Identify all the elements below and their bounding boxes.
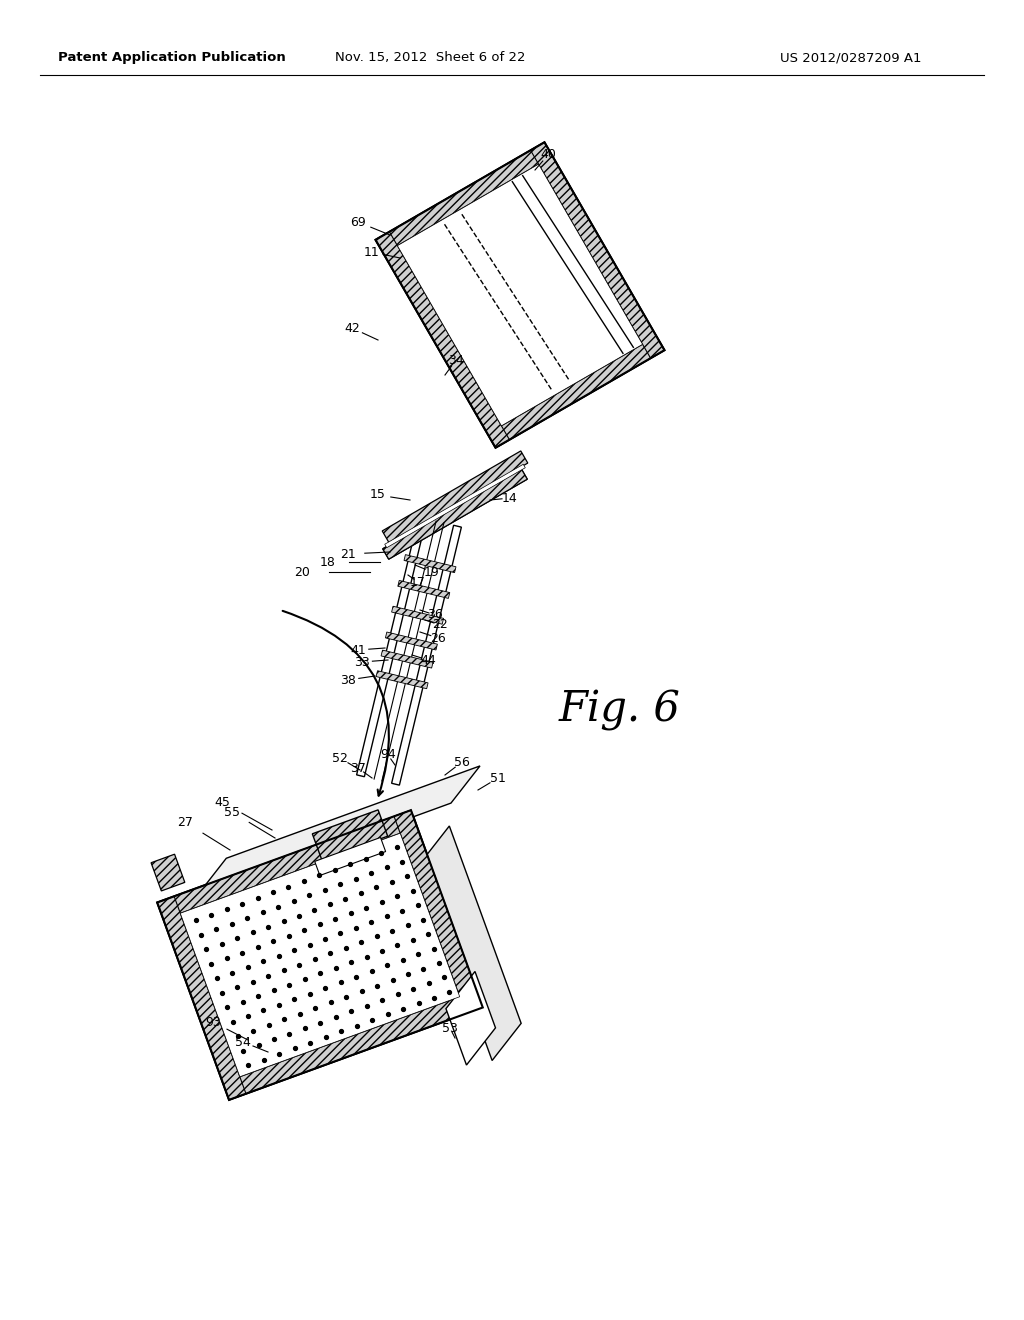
Text: 93: 93 <box>205 1015 221 1028</box>
Text: 11: 11 <box>365 246 380 259</box>
Polygon shape <box>356 517 426 776</box>
Polygon shape <box>391 606 443 624</box>
Text: 21: 21 <box>340 548 356 561</box>
Polygon shape <box>487 337 665 447</box>
Text: 26: 26 <box>430 631 445 644</box>
Text: 34: 34 <box>449 354 464 367</box>
Text: 56: 56 <box>454 755 470 768</box>
Text: 22: 22 <box>432 619 447 631</box>
Text: 44: 44 <box>420 653 436 667</box>
Polygon shape <box>381 649 433 668</box>
Polygon shape <box>158 810 417 920</box>
Text: Patent Application Publication: Patent Application Publication <box>58 51 286 65</box>
Polygon shape <box>385 632 437 649</box>
Text: 51: 51 <box>490 771 506 784</box>
Text: 38: 38 <box>340 673 356 686</box>
Polygon shape <box>223 990 482 1100</box>
Text: 36: 36 <box>427 609 442 622</box>
Text: 20: 20 <box>294 565 310 578</box>
Text: 18: 18 <box>321 556 336 569</box>
Text: 41: 41 <box>350 644 366 656</box>
Polygon shape <box>314 837 386 875</box>
Polygon shape <box>158 810 482 1100</box>
Text: 45: 45 <box>214 796 230 808</box>
Text: 42: 42 <box>344 322 359 334</box>
Polygon shape <box>394 810 482 1014</box>
Text: 19: 19 <box>424 565 440 578</box>
Polygon shape <box>312 810 388 861</box>
Polygon shape <box>420 826 521 1060</box>
Text: 27: 27 <box>177 816 193 829</box>
Text: 52: 52 <box>332 751 348 764</box>
Text: 55: 55 <box>224 805 240 818</box>
Polygon shape <box>397 581 450 598</box>
Polygon shape <box>383 469 527 560</box>
Text: 37: 37 <box>350 762 366 775</box>
Polygon shape <box>152 854 184 891</box>
Polygon shape <box>198 766 480 895</box>
Polygon shape <box>397 164 643 426</box>
Polygon shape <box>376 232 509 447</box>
Polygon shape <box>383 469 527 560</box>
Polygon shape <box>180 833 460 1077</box>
Polygon shape <box>382 451 527 543</box>
Polygon shape <box>158 896 246 1100</box>
Polygon shape <box>376 671 428 689</box>
Text: 94: 94 <box>380 748 396 762</box>
Text: 53: 53 <box>442 1022 458 1035</box>
Text: 17: 17 <box>410 576 426 589</box>
Text: 54: 54 <box>236 1035 251 1048</box>
Text: 14: 14 <box>502 491 518 504</box>
Polygon shape <box>376 143 665 447</box>
Text: US 2012/0287209 A1: US 2012/0287209 A1 <box>780 51 922 65</box>
Text: 15: 15 <box>370 488 386 502</box>
Polygon shape <box>391 525 462 785</box>
Text: Nov. 15, 2012  Sheet 6 of 22: Nov. 15, 2012 Sheet 6 of 22 <box>335 51 525 65</box>
Text: 33: 33 <box>354 656 370 668</box>
Text: 69: 69 <box>350 215 366 228</box>
Text: Fig. 6: Fig. 6 <box>559 689 681 731</box>
Polygon shape <box>530 143 665 358</box>
Polygon shape <box>404 554 456 573</box>
Text: 40: 40 <box>540 149 556 161</box>
Polygon shape <box>445 972 496 1065</box>
Polygon shape <box>385 465 525 548</box>
Polygon shape <box>376 143 552 253</box>
